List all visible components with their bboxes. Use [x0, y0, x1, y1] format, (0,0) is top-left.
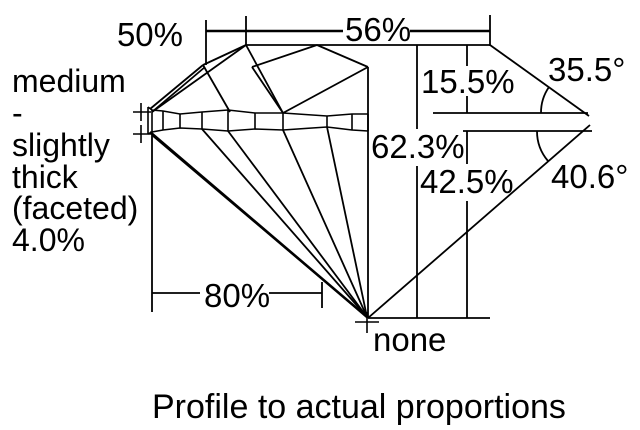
girdle-wireframe	[147, 106, 369, 135]
girdle-thickness-label-line-4: thick	[12, 159, 79, 195]
pavilion-facet-line	[227, 130, 368, 318]
angle-arcs	[536, 86, 550, 162]
pavilion-depth-label: 42.5%	[420, 163, 514, 200]
girdle-thickness-label-line-1: medium	[12, 63, 126, 99]
girdle-thickness-label-line-3: slightly	[12, 127, 110, 163]
crown-facet-line	[245, 44, 284, 114]
girdle-bottom-edge	[147, 126, 369, 135]
crown-facet-line	[202, 44, 247, 66]
pavilion-wireframe	[149, 124, 591, 319]
crown-facet-line	[251, 66, 284, 114]
total-depth-label: 62.3%	[371, 128, 465, 165]
dimension-lines	[151, 15, 592, 319]
pavilion-angle-arc	[536, 130, 549, 162]
crown-facet-line	[151, 66, 206, 113]
crown-facet-line	[282, 66, 369, 114]
crown-wireframe	[149, 44, 590, 117]
pavilion-facet-line	[326, 126, 368, 318]
pavilion-facet-line	[201, 128, 368, 318]
culet-cross-mark	[355, 312, 379, 333]
crown-height-label: 15.5%	[421, 63, 515, 100]
girdle-thickness-label-line-5: (faceted)	[12, 190, 138, 226]
girdle-thickness-label: medium - slightly thick (faceted) 4.0%	[12, 63, 138, 258]
girdle-thickness-label-line-2: -	[12, 95, 23, 131]
pavilion-angle-label: 40.6°	[551, 158, 628, 195]
crown-facet-line	[151, 44, 247, 113]
pavilion-facet-line	[282, 129, 368, 318]
crown-slope-right	[489, 44, 590, 117]
pavilion-slope-right	[367, 124, 591, 319]
table-size-label: 56%	[345, 11, 411, 48]
caption: Profile to actual proportions	[152, 388, 566, 426]
girdle-top-edge	[147, 106, 368, 117]
crown-facet-line	[316, 44, 369, 68]
pavilion-facet-line	[152, 135, 369, 319]
girdle-thickness-label-line-6: 4.0%	[12, 222, 85, 258]
crown-angle-label: 35.5°	[548, 51, 625, 88]
culet-label: none	[373, 321, 446, 358]
star-length-label: 50%	[117, 16, 183, 53]
crown-facet-line	[149, 64, 204, 110]
lower-girdle-label: 80%	[204, 277, 270, 314]
crown-facet-line	[251, 44, 318, 68]
girdle-tip-cross-marks	[133, 103, 151, 143]
crown-angle-arc	[540, 86, 550, 114]
